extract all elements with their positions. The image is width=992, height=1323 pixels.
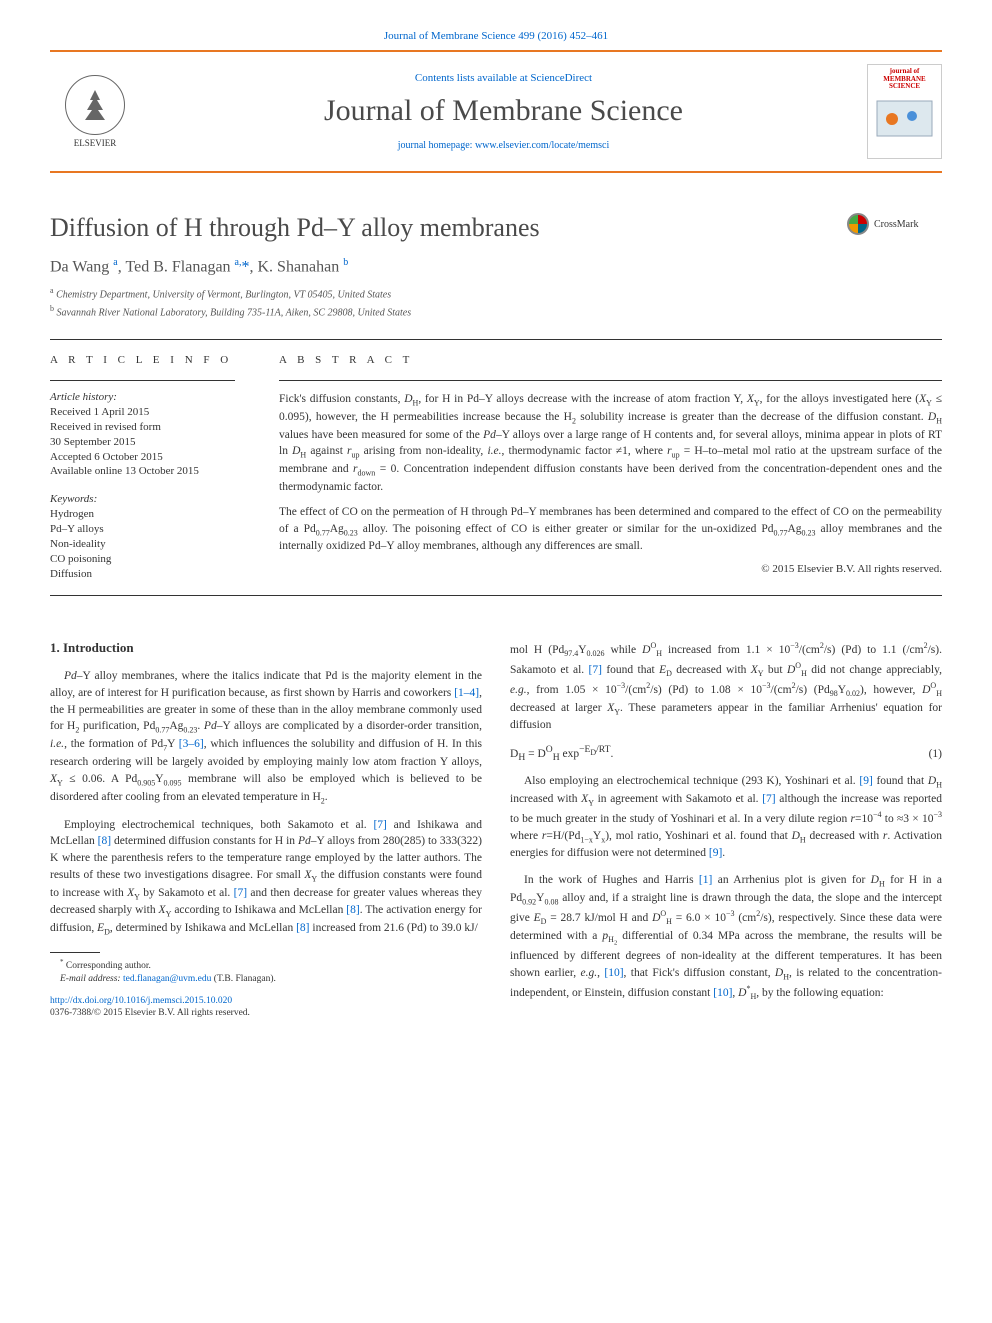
title-row: Diffusion of H through Pd–Y alloy membra… [50,213,942,321]
issn-line: 0376-7388/© 2015 Elsevier B.V. All right… [50,1008,250,1018]
left-column: 1. Introduction Pd–Y alloy membranes, wh… [50,640,482,1019]
header-center: Contents lists available at ScienceDirec… [140,72,867,151]
history-block: Article history: Received 1 April 2015Re… [50,380,235,479]
body-paragraph: Pd–Y alloy membranes, where the italics … [50,668,482,806]
crossmark-label: CrossMark [874,219,918,230]
keywords-list: HydrogenPd–Y alloysNon-idealityCO poison… [50,507,235,581]
body-paragraph: Employing electrochemical techniques, bo… [50,817,482,939]
doi-block: http://dx.doi.org/10.1016/j.memsci.2015.… [50,995,482,1020]
body-paragraph: Also employing an electrochemical techni… [510,773,942,862]
history-line: Received in revised form [50,420,235,435]
authors: Da Wang a, Ted B. Flanagan a,*, K. Shana… [50,257,540,276]
keyword: CO poisoning [50,552,235,567]
contents-line: Contents lists available at ScienceDirec… [140,72,867,84]
journal-header: ELSEVIER Contents lists available at Sci… [50,50,942,173]
right-column: mol H (Pd97.4Y0.026 while DOH increased … [510,640,942,1019]
affiliation-a: a Chemistry Department, University of Ve… [50,286,540,300]
history-label: Article history: [50,391,235,403]
history-list: Received 1 April 2015Received in revised… [50,405,235,479]
keyword: Diffusion [50,567,235,582]
doi-link[interactable]: http://dx.doi.org/10.1016/j.memsci.2015.… [50,996,232,1006]
keywords-label: Keywords: [50,493,235,505]
equation-1: DH = DOH exp−ED/RT. (1) [510,744,942,763]
article-title: Diffusion of H through Pd–Y alloy membra… [50,213,540,243]
eq1-expr: DH = DOH exp−ED/RT. [510,744,613,763]
journal-title: Journal of Membrane Science [140,94,867,128]
homepage-link[interactable]: www.elsevier.com/locate/memsci [475,140,609,151]
email-footnote: E-mail address: ted.flanagan@uvm.edu (T.… [50,973,482,985]
homepage-line: journal homepage: www.elsevier.com/locat… [140,140,867,151]
top-journal-text: Journal of Membrane Science 499 (2016) 4… [384,30,608,42]
history-line: Received 1 April 2015 [50,405,235,420]
elsevier-logo[interactable]: ELSEVIER [50,67,140,157]
keyword: Non-ideality [50,537,235,552]
abstract: A B S T R A C T Fick's diffusion constan… [255,354,942,581]
journal-cover-thumb[interactable]: journal of MEMBRANE SCIENCE [867,64,942,159]
info-abstract-row: A R T I C L E I N F O Article history: R… [50,339,942,596]
affiliation-b: b Savannah River National Laboratory, Bu… [50,304,540,318]
cover-title: journal of MEMBRANE SCIENCE [871,68,938,91]
eq1-num: (1) [929,748,942,760]
crossmark-icon [847,213,869,235]
sciencedirect-link[interactable]: ScienceDirect [530,72,592,84]
crossmark-badge[interactable]: CrossMark [847,213,942,235]
article-info: A R T I C L E I N F O Article history: R… [50,354,255,581]
corresponding-footnote: * Corresponding author. [50,958,482,973]
history-line: Accepted 6 October 2015 [50,450,235,465]
keywords-block: Keywords: HydrogenPd–Y alloysNon-idealit… [50,493,235,581]
history-line: 30 September 2015 [50,435,235,450]
footnote-rule [50,952,100,953]
elsevier-tree-icon [65,75,125,135]
body-columns: 1. Introduction Pd–Y alloy membranes, wh… [50,640,942,1019]
article-info-header: A R T I C L E I N F O [50,354,235,366]
abstract-header: A B S T R A C T [279,354,942,366]
history-line: Available online 13 October 2015 [50,464,235,479]
body-paragraph: In the work of Hughes and Harris [1] an … [510,872,942,1002]
email-link[interactable]: ted.flanagan@uvm.edu [123,974,211,984]
copyright: © 2015 Elsevier B.V. All rights reserved… [279,563,942,575]
keyword: Pd–Y alloys [50,522,235,537]
elsevier-label: ELSEVIER [74,138,117,148]
abstract-p2: The effect of CO on the permeation of H … [279,504,942,555]
top-journal-link[interactable]: Journal of Membrane Science 499 (2016) 4… [50,30,942,42]
keyword: Hydrogen [50,507,235,522]
abstract-p1: Fick's diffusion constants, DH, for H in… [279,380,942,496]
right-pre: mol H (Pd97.4Y0.026 while DOH increased … [510,640,942,734]
intro-heading: 1. Introduction [50,640,482,656]
